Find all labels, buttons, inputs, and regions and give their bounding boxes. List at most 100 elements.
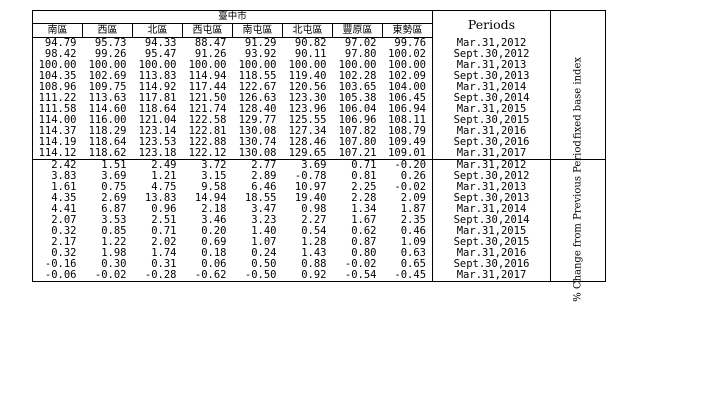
- period-cell: Mar.31,2016: [432, 126, 552, 137]
- district-header: 北區: [132, 23, 183, 38]
- table-row: 114.00 116.00 121.04 122.58 129.77 125.55 106.…: [32, 114, 606, 126]
- period-cell: Sept.30,2014: [432, 93, 552, 104]
- period-cell: Mar.31,2013: [432, 182, 552, 193]
- value-cell: 123.96: [288, 103, 327, 115]
- value-cell: 0.26: [382, 171, 434, 182]
- value-cell: 3.46: [201, 214, 227, 226]
- value-cell: 18.55: [244, 192, 277, 204]
- value-cell: 130.08: [238, 125, 277, 137]
- value-cell: 100.02: [382, 49, 434, 60]
- value-cell: 0.06: [201, 258, 227, 270]
- value-cell: 1.61: [32, 182, 83, 193]
- value-cell: 111.22: [32, 93, 83, 104]
- table-row: 104.35 102.69 113.83 114.94 118.55 119.40 102.…: [32, 70, 606, 82]
- value-cell: 9.58: [201, 181, 227, 193]
- value-cell: 129.65: [282, 148, 333, 160]
- side-header-cell: [550, 10, 607, 38]
- value-cell: -0.16: [32, 259, 83, 270]
- value-cell: 106.04: [338, 103, 377, 115]
- period-cell: Sept.30,2013: [432, 71, 552, 82]
- value-cell: -0.28: [132, 270, 183, 282]
- value-cell: -0.45: [382, 270, 434, 282]
- table-row: -0.06 -0.02 -0.28 -0.62 -0.50 0.92 -0.54 -0.45 M…: [32, 270, 606, 282]
- table-row: 114.19 118.64 123.53 122.88 130.74 128.46 107.…: [32, 137, 606, 148]
- value-cell: 1.34: [351, 203, 377, 215]
- value-cell: 90.11: [294, 48, 327, 60]
- value-cell: 0.92: [282, 270, 333, 282]
- value-cell: 1.40: [251, 225, 277, 237]
- value-cell: 118.55: [238, 70, 277, 82]
- value-cell: 2.07: [32, 215, 83, 226]
- value-cell: 90.82: [294, 37, 327, 49]
- table-row: 0.32 1.98 1.74 0.18 0.24 1.43 0.80 0.63 Mar.31,2…: [32, 248, 606, 259]
- city-header: 臺中市: [31, 10, 434, 24]
- value-cell: 107.21: [332, 148, 383, 160]
- value-cell: 2.25: [351, 181, 377, 193]
- district-header: 南屯區: [232, 23, 283, 38]
- value-cell: 4.35: [32, 193, 83, 204]
- value-cell: 100.00: [238, 59, 277, 71]
- value-cell: 117.44: [188, 81, 227, 93]
- value-cell: 108.79: [382, 126, 434, 137]
- value-cell: 98.42: [32, 49, 83, 60]
- value-cell: 1.22: [101, 236, 127, 248]
- value-cell: 123.14: [138, 125, 177, 137]
- value-cell: -0.20: [382, 159, 434, 171]
- value-cell: 106.45: [382, 93, 434, 104]
- value-cell: 1.51: [101, 159, 127, 171]
- period-cell: Sept.30,2016: [432, 259, 552, 270]
- table-row: 4.41 6.87 0.96 2.18 3.47 0.98 1.34 1.87 Mar.31,2…: [32, 203, 606, 215]
- value-cell: 3.83: [32, 171, 83, 182]
- table-row: 111.22 113.63 117.81 121.50 126.63 123.30 105.…: [32, 92, 606, 104]
- value-cell: 1.21: [151, 170, 177, 182]
- value-cell: 3.15: [201, 170, 227, 182]
- value-cell: 127.34: [288, 125, 327, 137]
- value-cell: 0.32: [32, 226, 83, 237]
- district-header: 東勢區: [381, 23, 434, 38]
- value-cell: 0.63: [382, 248, 434, 259]
- value-cell: 97.80: [344, 48, 377, 60]
- value-cell: 114.00: [32, 115, 83, 126]
- value-cell: 126.63: [238, 92, 277, 104]
- period-cell: Sept.30,2014: [432, 215, 552, 226]
- value-cell: 99.26: [94, 48, 127, 60]
- value-cell: 2.28: [351, 192, 377, 204]
- value-cell: 108.96: [32, 82, 83, 93]
- value-cell: 122.81: [188, 125, 227, 137]
- value-cell: 4.75: [151, 181, 177, 193]
- district-header: 西區: [82, 23, 133, 38]
- value-cell: 0.65: [382, 259, 434, 270]
- value-cell: 121.74: [188, 103, 227, 115]
- period-cell: Sept.30,2012: [432, 171, 552, 182]
- value-cell: 91.29: [244, 37, 277, 49]
- value-cell: 94.33: [144, 37, 177, 49]
- value-cell: 113.63: [88, 92, 127, 104]
- period-cell: Mar.31,2015: [432, 226, 552, 237]
- value-cell: 102.28: [338, 70, 377, 82]
- periods-header: Periods: [432, 10, 552, 38]
- value-cell: 0.75: [101, 181, 127, 193]
- value-cell: 0.96: [151, 203, 177, 215]
- value-cell: 107.82: [338, 125, 377, 137]
- value-cell: 108.11: [382, 115, 434, 126]
- value-cell: 2.49: [151, 159, 177, 171]
- value-cell: 104.35: [32, 71, 83, 82]
- value-cell: 111.58: [32, 104, 83, 115]
- price-index-table: 臺中市 Periods 南區 西區 北區 西屯區 南屯區 北屯區 豐原區 東勢區 94.79 9…: [31, 10, 607, 301]
- value-cell: 1.07: [251, 236, 277, 248]
- value-cell: 117.81: [138, 92, 177, 104]
- value-cell: 114.19: [32, 137, 83, 148]
- value-cell: 0.46: [382, 226, 434, 237]
- district-header: 西屯區: [182, 23, 233, 38]
- table-row: 108.96 109.75 114.92 117.44 122.67 120.56 103.…: [32, 81, 606, 93]
- value-cell: 113.83: [138, 70, 177, 82]
- value-cell: 100.00: [338, 59, 377, 71]
- value-cell: 114.92: [138, 81, 177, 93]
- value-cell: 106.96: [338, 114, 377, 126]
- period-cell: Mar.31,2014: [432, 82, 552, 93]
- value-cell: -0.02: [382, 182, 434, 193]
- value-cell: 100.00: [188, 59, 227, 71]
- value-cell: 122.67: [238, 81, 277, 93]
- value-cell: 119.40: [288, 70, 327, 82]
- period-cell: Mar.31,2012: [432, 159, 552, 171]
